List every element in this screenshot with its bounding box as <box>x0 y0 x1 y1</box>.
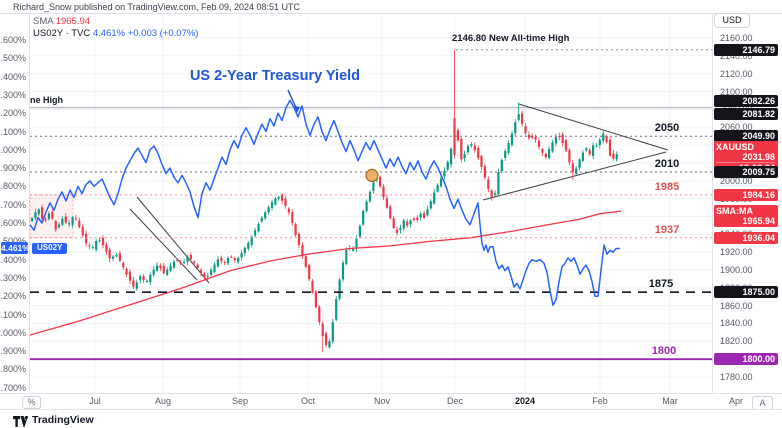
chart-legend[interactable]: SMA 1965.94 US02Y · TVC 4.461% +0.003 (+… <box>33 16 198 40</box>
left-price-scale[interactable]: 5.600% 5.500% 5.400% 5.300% 5.200% 5.100% 5.00… <box>0 14 30 393</box>
price-level-label: 1875 <box>648 278 674 290</box>
price-tick: 1840.00 <box>720 318 753 328</box>
time-tick: Mar <box>662 396 678 406</box>
yield-tick: 4.900% <box>0 163 26 173</box>
yield-tick: 3.700% <box>0 383 26 393</box>
left-axis-border <box>29 14 30 393</box>
price-tick: 2060.00 <box>720 122 753 132</box>
yield-tick: 5.300% <box>0 90 26 100</box>
yield-tick: 4.100% <box>0 310 26 320</box>
price-tick: 2000.00 <box>720 176 753 186</box>
yield-tick: 4.400% <box>0 255 26 265</box>
time-tick: 2024 <box>514 396 536 406</box>
price-label-badge: 1800.00 <box>714 353 778 365</box>
yield-tick: 5.400% <box>0 72 26 82</box>
yield-value-badge: 4.461% <box>1 242 30 254</box>
attribution-bar: TradingView <box>0 409 782 428</box>
time-tick: Aug <box>154 396 172 406</box>
price-tick: 1860.00 <box>720 301 753 311</box>
price-label-badge: 2146.79 <box>714 44 778 56</box>
time-tick: Nov <box>373 396 391 406</box>
legend-symbol-value: 4.461% +0.003 (+0.07%) <box>92 28 199 39</box>
price-label-badge: 1984.16 <box>714 189 778 201</box>
auto-scale-button[interactable]: A <box>752 396 773 410</box>
yield-tick: 3.900% <box>0 346 26 356</box>
price-tick: 2120.00 <box>720 69 753 79</box>
yield-tick: 4.500% <box>0 236 26 246</box>
yield-tick: 4.700% <box>0 200 26 210</box>
right-axis-border <box>712 14 713 393</box>
price-label-badge: 2049.90 <box>714 130 778 142</box>
price-label-badge: 1875.00 <box>714 286 778 298</box>
price-label-badge: 2082.26 <box>714 95 778 107</box>
yield-tick: 5.500% <box>0 53 26 63</box>
price-label-badge: 2081.82 <box>714 108 778 120</box>
price-label-badge: SMA:MA 1965.94 <box>714 205 778 227</box>
treasury-yield-annotation: US 2-Year Treasury Yield <box>189 68 361 84</box>
yield-tick: 4.200% <box>0 291 26 301</box>
yield-tick: 4.800% <box>0 181 26 191</box>
price-label-badge: 1936.04 <box>714 232 778 244</box>
price-tick: 1820.00 <box>720 336 753 346</box>
currency-button[interactable]: USD <box>714 13 750 28</box>
legend-sma-row[interactable]: SMA 1965.94 <box>33 16 198 28</box>
price-level-label: 1800 <box>651 345 677 357</box>
price-tick: 1780.00 <box>720 372 753 382</box>
time-tick: Oct <box>300 396 316 406</box>
yield-tick: 5.100% <box>0 127 26 137</box>
price-label-badge: 2009.75 <box>714 166 778 178</box>
truncated-left-annotation: ne High <box>30 95 63 105</box>
time-tick: Feb <box>592 396 608 406</box>
price-level-label: 1985 <box>654 181 680 193</box>
right-price-scale[interactable]: 2160.002140.002120.002100.002080.002060.… <box>713 14 782 393</box>
legend-symbol-row[interactable]: US02Y · TVC 4.461% +0.003 (+0.07%) <box>33 28 198 40</box>
yield-tick: 5.200% <box>0 108 26 118</box>
price-level-label: 1937 <box>654 224 680 236</box>
tradingview-brand-text[interactable]: TradingView <box>32 414 94 426</box>
top-border <box>0 13 782 14</box>
time-tick: Sep <box>231 396 249 406</box>
percent-scale-button[interactable]: % <box>22 396 41 409</box>
price-tick: 2160.00 <box>720 33 753 43</box>
price-level-label: 2050 <box>654 122 680 134</box>
price-tick: 2100.00 <box>720 87 753 97</box>
us02y-series-tag: US02Y <box>32 242 68 254</box>
yield-tick: 5.000% <box>0 145 26 155</box>
tradingview-logo-icon[interactable] <box>13 414 28 428</box>
time-tick: Jul <box>89 396 101 406</box>
price-tick: 1920.00 <box>720 247 753 257</box>
publish-line: Richard_Snow published on TradingView.co… <box>13 2 301 12</box>
price-tick: 2140.00 <box>720 51 753 61</box>
yield-tick: 5.600% <box>0 35 26 45</box>
time-axis-border <box>0 393 782 394</box>
legend-sma-value: 1965.94 <box>55 16 91 27</box>
time-tick: Dec <box>446 396 464 406</box>
all-time-high-annotation: 2146.80 New All-time High <box>452 33 570 44</box>
time-scale[interactable]: Jul Aug Sep Oct Nov Dec 2024 Feb Mar Apr <box>0 393 782 408</box>
yield-tick: 3.800% <box>0 364 26 374</box>
yield-tick: 4.600% <box>0 218 26 228</box>
legend-sma-label: SMA <box>33 16 54 27</box>
price-level-label: 2010 <box>654 158 680 170</box>
yield-tick: 4.300% <box>0 273 26 283</box>
legend-symbol-name: US02Y · TVC <box>33 28 91 39</box>
yield-tick: 4.000% <box>0 328 26 338</box>
price-tick: 1900.00 <box>720 265 753 275</box>
time-tick: Apr <box>728 396 744 406</box>
